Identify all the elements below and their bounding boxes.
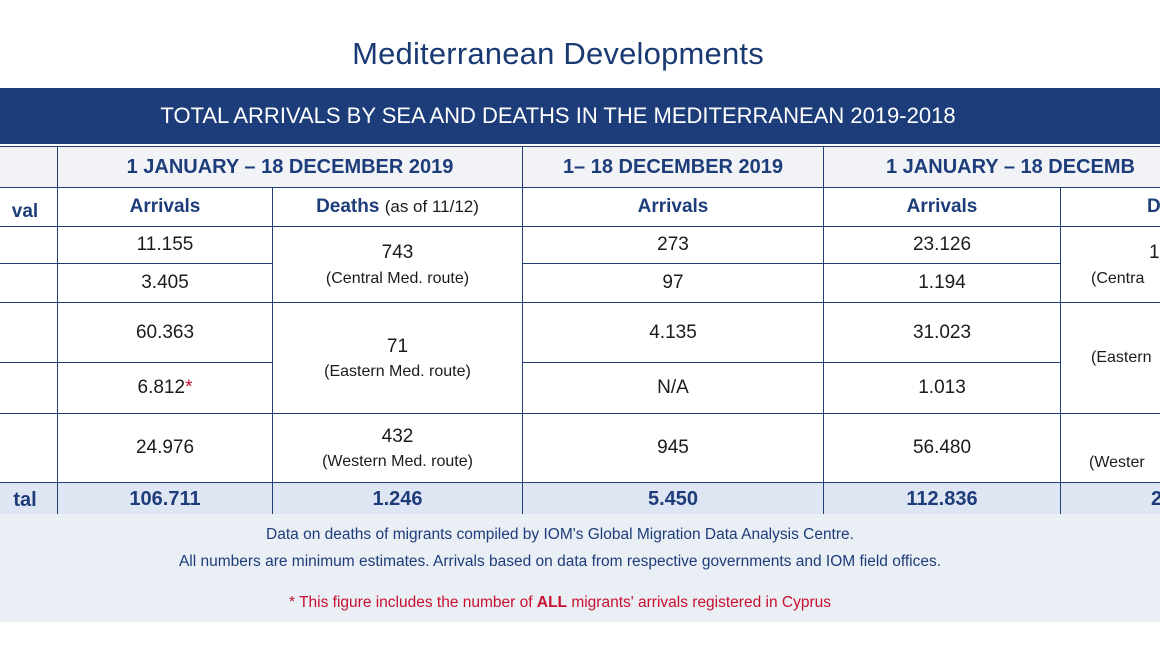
footnote-estimates: All numbers are minimum estimates. Arriv… <box>178 553 942 570</box>
arrivals-c-row-3: 31.023 <box>823 302 1061 363</box>
deaths-western-a: 432 (Western Med. route) <box>272 413 523 483</box>
arrivals-b-row-4: N/A <box>522 362 824 414</box>
row-label-cell <box>0 302 58 363</box>
total-arrivals-b: 5.450 <box>522 482 824 516</box>
arrivals-b-row-2: 97 <box>522 263 824 303</box>
row-label-cell <box>0 362 58 414</box>
header-arrivals-a: Arrivals <box>57 187 273 227</box>
deaths-central-a: 743 (Central Med. route) <box>272 226 523 303</box>
arrivals-c-row-1: 23.126 <box>823 226 1061 264</box>
row-label-cell <box>0 263 58 303</box>
row-label-cell <box>0 226 58 264</box>
arrivals-c-row-4: 1.013 <box>823 362 1061 414</box>
arrivals-a-row-5: 24.976 <box>57 413 273 483</box>
asterisk-marker: * <box>185 377 193 399</box>
page-title: Mediterranean Developments <box>352 36 764 71</box>
total-arrivals-a: 106.711 <box>57 482 273 516</box>
arrivals-a-row-2: 3.405 <box>57 263 273 303</box>
header-deaths-a: Deaths (as of 11/12) <box>272 187 523 227</box>
footnotes-panel: Data on deaths of migrants compiled by I… <box>0 514 1160 622</box>
row-label-cell <box>0 413 58 483</box>
arrivals-a-row-4: 6.812* <box>57 362 273 414</box>
header-arrival-route: val <box>0 187 58 227</box>
deaths-eastern-a: 71 (Eastern Med. route) <box>272 302 523 414</box>
arrivals-b-row-1: 273 <box>522 226 824 264</box>
arrivals-c-row-5: 56.480 <box>823 413 1061 483</box>
total-arrivals-c: 112.836 <box>823 482 1061 516</box>
deaths-western-c: (Wester <box>1060 413 1160 483</box>
deaths-eastern-c: (Eastern <box>1060 302 1160 414</box>
header-period-jan-dec-2019: 1 JANUARY – 18 DECEMBER 2019 <box>57 146 523 188</box>
total-deaths-a: 1.246 <box>272 482 523 516</box>
corner-header-cell <box>0 146 58 188</box>
header-arrivals-b: Arrivals <box>522 187 824 227</box>
footnote-cyprus: * This figure includes the number of ALL… <box>289 594 831 611</box>
arrivals-b-row-3: 4.135 <box>522 302 824 363</box>
deaths-central-c: 1 (Centra <box>1060 226 1160 303</box>
table-banner: TOTAL ARRIVALS BY SEA AND DEATHS IN THE … <box>0 88 1160 144</box>
header-period-dec-2019: 1– 18 DECEMBER 2019 <box>522 146 824 188</box>
header-deaths-c: D <box>1060 187 1160 227</box>
arrivals-b-row-5: 945 <box>522 413 824 483</box>
header-arrivals-c: Arrivals <box>823 187 1061 227</box>
arrivals-a-row-3: 60.363 <box>57 302 273 363</box>
arrivals-c-row-2: 1.194 <box>823 263 1061 303</box>
footnote-deaths-source: Data on deaths of migrants compiled by I… <box>266 526 854 543</box>
total-label: tal <box>0 482 58 516</box>
total-deaths-c: 2 <box>1060 482 1160 516</box>
header-period-2018: 1 JANUARY – 18 DECEMB <box>823 146 1160 188</box>
arrivals-a-row-1: 11.155 <box>57 226 273 264</box>
asterisk-marker: * <box>289 594 296 611</box>
